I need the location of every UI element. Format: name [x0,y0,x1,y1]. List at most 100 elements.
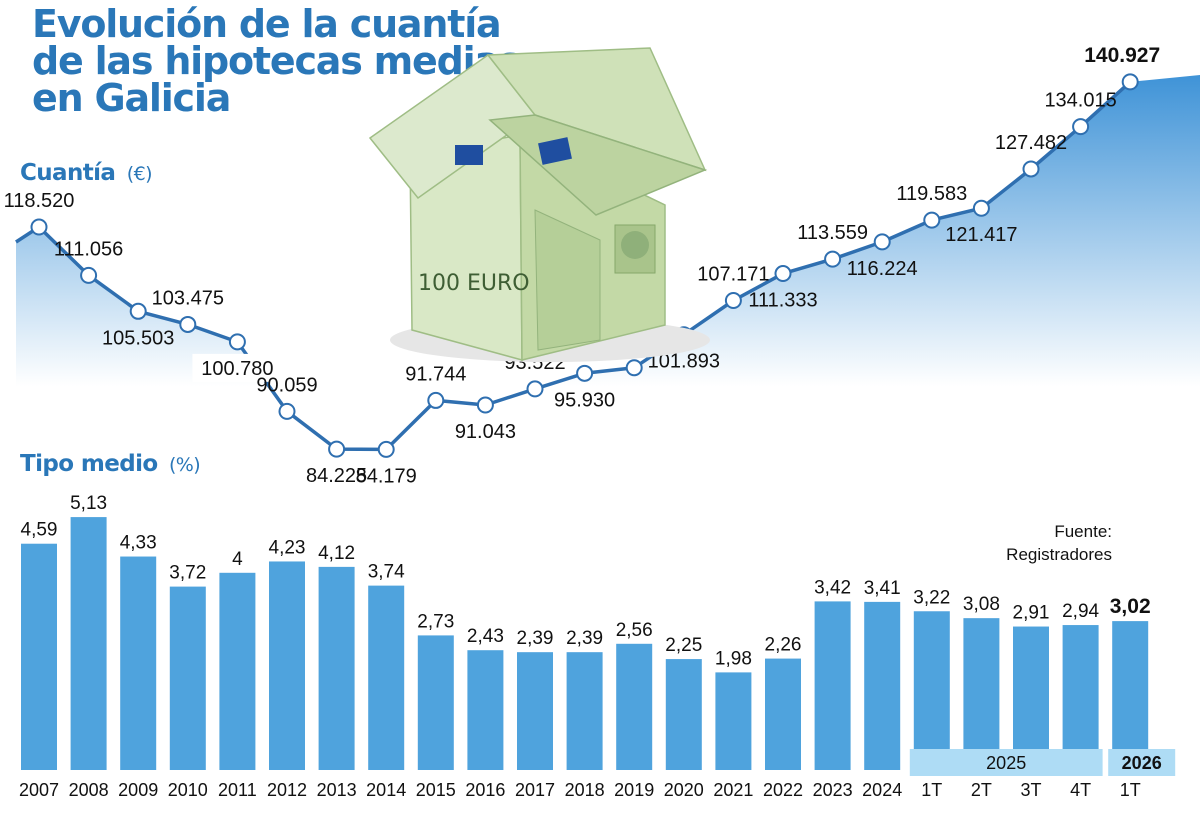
tipo-value-label: 2,73 [417,611,454,632]
x-tick-label: 2023 [813,780,853,800]
tipo-bar [715,672,752,770]
x-tick-label: 2016 [465,780,505,800]
cuantia-point [427,391,445,409]
tipo-value-label: 5,13 [70,493,107,514]
cuantia-point [625,359,643,377]
tipo-unit: (%) [168,454,201,476]
cuantia-value-label: 116.224 [847,258,918,280]
tipo-value-label: 3,02 [1110,595,1151,618]
chart-title: Evolución de la cuantía de las hipotecas… [32,2,522,120]
tipo-bar [616,643,653,770]
cuantia-point [774,265,792,283]
tipo-bar [814,601,851,770]
cuantia-value-label: 100.780 [201,358,273,380]
cuantia-label: Cuantía [20,160,116,186]
x-tick-label: 2019 [614,780,654,800]
cuantia-value-label: 111.333 [748,290,817,312]
cuantia-point [526,380,544,398]
cuantia-value-label: 101.893 [648,351,720,373]
year-group-band [1108,749,1176,776]
x-tick-label: 1T [1120,780,1141,800]
cuantia-point [1121,73,1139,91]
cuantia-value-label: 127.482 [995,132,1067,154]
cuantia-point [179,315,197,333]
cuantia-point [824,250,842,268]
x-tick-label: 1T [921,780,942,800]
x-tick-label: 2013 [317,780,357,800]
cuantia-value-label: 105.503 [102,327,174,349]
cuantia-points [30,73,1139,458]
source-line-2: Registradores [1006,545,1112,564]
cuantia-value-label: 121.417 [945,224,1017,246]
tipo-value-label: 2,94 [1062,601,1099,622]
cuantia-value-label: 113.559 [797,222,868,244]
cuantia-point [873,233,891,251]
cuantia-value-label: 84.225 [306,465,367,487]
tipo-bar [120,556,157,770]
x-tick-label: 2015 [416,780,456,800]
tipo-label: Tipo medio [20,451,158,477]
x-tick-label: 2014 [366,780,406,800]
tipo-value-label: 2,39 [517,628,554,649]
tipo-bar [566,652,603,770]
tipo-bar [318,566,355,770]
tipo-value-label: 4,59 [21,520,58,541]
cuantia-section-label: Cuantía (€) [20,160,153,186]
tipo-bar [368,585,405,770]
cuantia-point [1072,118,1090,136]
tipo-bar [417,635,454,770]
tipo-bar [467,650,504,770]
cuantia-point [30,218,48,236]
tipo-value-label: 3,22 [913,587,950,608]
cuantia-point [476,396,494,414]
cuantia-value-label: 111.056 [54,238,123,260]
tipo-value-label: 2,56 [616,620,653,641]
cuantia-point [328,440,346,458]
tipo-bar [1062,625,1099,770]
tipo-bar [1013,626,1049,770]
tipo-value-label: 2,43 [467,626,504,647]
year-group-bands: 2025 2026 [909,749,1176,776]
cuantia-value-label: 91.043 [455,421,516,443]
tipo-value-label: 2,25 [665,635,702,656]
cuantia-point [129,302,147,320]
cuantia-value-label: 118.520 [4,190,75,212]
tipo-bar [963,618,1000,770]
x-tick-label: 2T [971,780,992,800]
x-tick-label: 2007 [19,780,59,800]
value-label-bg [192,353,285,382]
banknote-house-illustration: 100 EURO [368,47,710,362]
cuantia-value-label: 119.583 [896,183,967,205]
cuantia-value-label: 107.171 [697,264,769,286]
cuantia-value-label: 103.475 [152,287,224,309]
x-tick-label: 2022 [763,780,803,800]
tipo-value-label: 3,08 [963,594,1000,615]
year-group-label: 2025 [986,753,1026,773]
cuantia-value-label: 91.744 [405,363,466,385]
tipo-bar [169,586,206,770]
x-tick-label: 2012 [267,780,307,800]
banknote-text: 100 EURO [418,271,530,296]
tipo-value-label: 4,23 [269,537,306,558]
x-tick-label: 4T [1070,780,1091,800]
tipo-value-label: 4,33 [120,533,157,554]
x-tick-label: 2017 [515,780,555,800]
tipo-value-label: 3,74 [368,562,405,583]
tipo-bar [665,659,702,770]
cuantia-unit: (€) [126,163,153,185]
cuantia-line [15,80,1132,452]
x-tick-label: 2010 [168,780,208,800]
tipo-bar [913,611,950,770]
x-tick-label: 2008 [69,780,109,800]
year-group-band [909,749,1103,776]
tipo-bar [269,561,305,770]
tipo-bar [765,658,801,770]
cuantia-point [972,199,990,217]
tipo-value-label: 4 [232,549,243,570]
tipo-value-label: 4,12 [318,543,355,564]
x-tick-label: 2009 [118,780,158,800]
year-group-label: 2026 [1122,753,1162,773]
tipo-value-label: 3,42 [814,577,851,598]
cuantia-point [1022,160,1040,178]
